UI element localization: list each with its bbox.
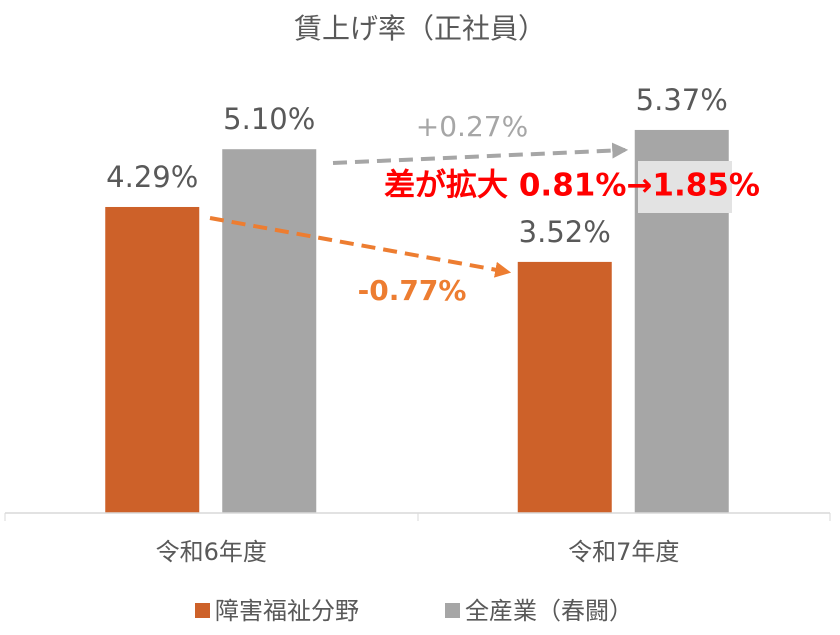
legend-swatch (445, 603, 460, 618)
data-label: 3.52% (519, 215, 611, 249)
x-tick-label: 令和7年度 (568, 538, 679, 566)
highlight-band (638, 161, 732, 213)
arrow (332, 142, 629, 165)
annotations: +0.27% -0.77% 差が拡大 0.81%→1.85% (358, 110, 760, 307)
chart-title: 賃上げ率（正社員） (294, 12, 546, 45)
legend-label: 障害福祉分野 (215, 597, 359, 625)
arrow (209, 216, 512, 278)
bar (222, 149, 317, 513)
data-label: 5.10% (223, 102, 315, 136)
plot: 令和6年度 4.29% 5.10% 令和7年度 3.52% 5.37% (105, 83, 729, 566)
legend-label: 全産業（春闘） (465, 597, 633, 625)
x-tick-label: 令和6年度 (156, 538, 267, 566)
bar (105, 206, 200, 514)
annotation: +0.27% (416, 110, 528, 143)
legend-swatch (195, 603, 210, 618)
annotation: 差が拡大 0.81%→1.85% (384, 168, 760, 204)
data-label: 4.29% (106, 160, 198, 194)
data-label: 5.37% (636, 83, 728, 117)
annotation: -0.77% (358, 274, 467, 307)
bar (517, 261, 612, 513)
